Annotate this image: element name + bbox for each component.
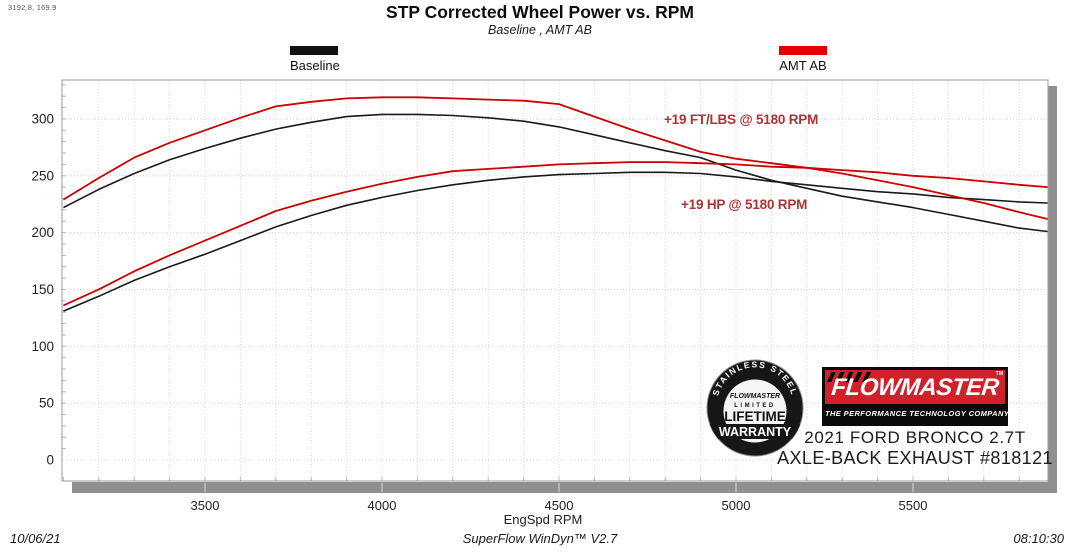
chart-subtitle: Baseline , AMT AB: [488, 23, 592, 37]
flowmaster-tm-mark: TM: [995, 371, 1003, 377]
y-tick-label: 200: [31, 225, 54, 240]
flowmaster-tagline: THE PERFORMANCE TECHNOLOGY COMPANY: [825, 409, 1010, 418]
badge-flowmaster-script: FLOWMASTER: [730, 393, 780, 400]
flowmaster-logo-stripes: [827, 372, 873, 382]
legend-item-amt-ab[interactable]: AMT AB: [779, 46, 827, 73]
y-tick-label: 300: [31, 111, 54, 126]
curve-amt-ab-power: [63, 161, 1048, 307]
legend-label-baseline: Baseline: [290, 58, 340, 73]
y-tick-label: 50: [39, 396, 54, 411]
plot-border: [61, 79, 1049, 482]
amt-ab-color-swatch: [779, 46, 827, 55]
flowmaster-wordmark: FLOWMASTER: [830, 374, 1000, 401]
x-tick-label: 3500: [191, 498, 220, 513]
chart-title: STP Corrected Wheel Power vs. RPM: [386, 2, 694, 22]
flowmaster-logo-red-field: FLOWMASTER TM: [825, 370, 1005, 404]
badge-limited-text: LIMITED: [734, 403, 776, 409]
curve-amt-ab-torque: [62, 96, 1048, 220]
badge-warranty-text: WARRANTY: [719, 425, 792, 439]
test-description: AXLE-BACK EXHAUST #818121: [777, 448, 1053, 468]
plot-shadow-bottom: [72, 482, 1057, 493]
badge-lifetime-text: LIFETIME: [724, 409, 786, 424]
curve-baseline-power: [63, 171, 1048, 312]
legend-label-amt-ab: AMT AB: [779, 58, 827, 73]
annotation-power-gain: +19 HP @ 5180 RPM: [681, 197, 808, 212]
x-tick-label: 4000: [368, 498, 397, 513]
status-app-version: SuperFlow WinDyn™ V2.7: [462, 531, 618, 546]
y-tick-label: 250: [31, 168, 54, 183]
vehicle-description: 2021 FORD BRONCO 2.7T: [804, 428, 1026, 447]
status-date: 10/06/21: [10, 531, 61, 546]
x-axis-label: EngSpd RPM: [504, 512, 583, 527]
plot-shadow-right: [1048, 86, 1057, 493]
x-tick-label: 5500: [899, 498, 928, 513]
flowmaster-logo: FLOWMASTER TM THE PERFORMANCE TECHNOLOGY…: [822, 367, 1010, 426]
cursor-position-readout: 3192.8, 169.9: [8, 3, 57, 12]
curve-baseline-torque: [63, 113, 1048, 233]
baseline-color-swatch: [290, 46, 338, 55]
x-tick-label: 4500: [545, 498, 574, 513]
y-tick-label: 0: [46, 453, 54, 468]
y-tick-label: 100: [31, 339, 54, 354]
x-tick-label: 5000: [722, 498, 751, 513]
y-tick-label: 150: [31, 282, 54, 297]
badge-warranty-band: [709, 424, 801, 439]
annotation-torque-gain: +19 FT/LBS @ 5180 RPM: [664, 112, 819, 127]
legend-item-baseline[interactable]: Baseline: [290, 46, 340, 73]
status-time: 08:10:30: [1013, 531, 1064, 546]
lifetime-warranty-badge: STAINLESS STEEL FLOWMASTER LIMITED LIFET…: [706, 359, 804, 457]
